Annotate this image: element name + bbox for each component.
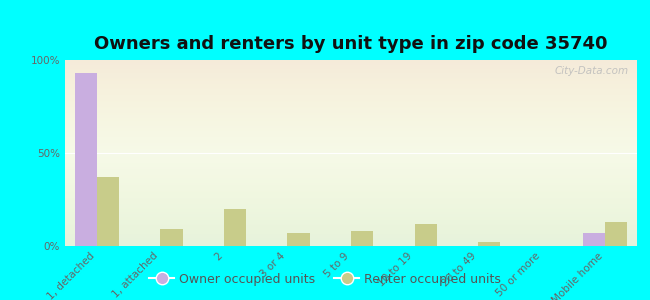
Bar	[224, 209, 246, 246]
Bar	[583, 233, 605, 246]
Legend: Owner occupied units, Renter occupied units: Owner occupied units, Renter occupied un…	[144, 268, 506, 291]
Title: Owners and renters by unit type in zip code 35740: Owners and renters by unit type in zip c…	[94, 35, 608, 53]
Text: City-Data.com: City-Data.com	[554, 66, 629, 76]
Bar	[287, 233, 309, 246]
Bar	[75, 73, 97, 246]
Bar	[351, 231, 373, 246]
Bar	[161, 229, 183, 246]
Bar	[478, 242, 500, 246]
Bar	[415, 224, 437, 246]
Bar	[605, 222, 627, 246]
Bar	[97, 177, 119, 246]
